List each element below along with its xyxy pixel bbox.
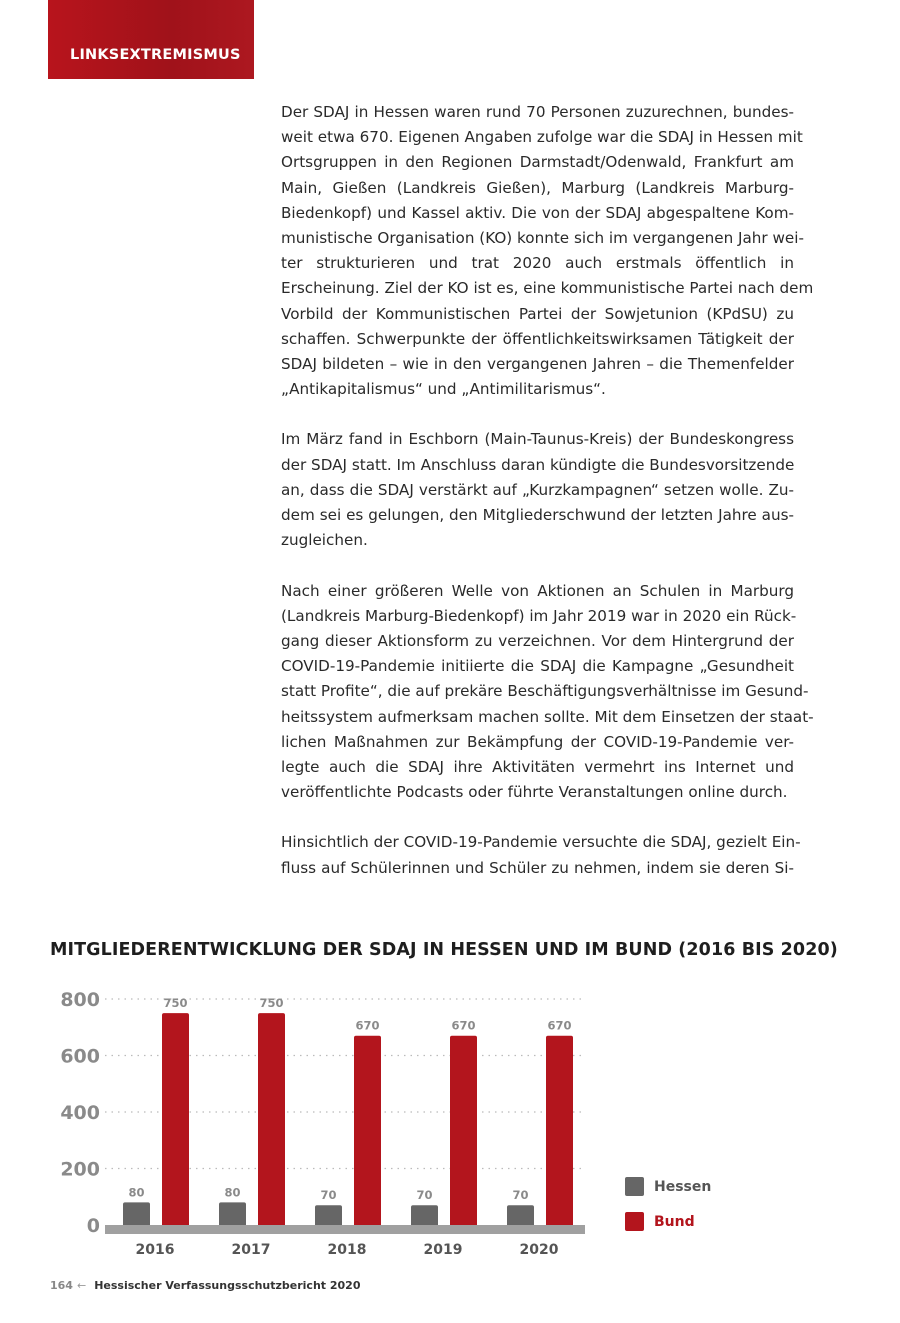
text-line: heitssystem aufmerksam machen sollte. Mi…	[281, 707, 814, 726]
text-line: weit etwa 670. Eigenen Angaben zufolge w…	[281, 128, 803, 147]
bar-bund	[162, 1013, 189, 1227]
x-axis-baseline	[105, 1225, 585, 1234]
bar-bund	[450, 1035, 477, 1227]
text-line: Ortsgruppen in den Regionen Darmstadt/Od…	[281, 153, 794, 172]
arrow-left-icon: ←	[76, 1279, 87, 1292]
y-tick-label: 600	[60, 1046, 100, 1068]
bar-hessen	[315, 1205, 342, 1227]
bar-hessen	[507, 1205, 534, 1227]
x-tick-label: 2020	[520, 1242, 559, 1258]
text-line: ter strukturieren und trat 2020 auch ers…	[281, 254, 794, 273]
text-line: statt Profite“, die auf prekäre Beschäft…	[281, 682, 809, 701]
data-label: 80	[128, 1185, 144, 1199]
report-title: Hessischer Verfassungsschutzbericht 2020	[94, 1279, 361, 1292]
y-tick-label: 200	[60, 1159, 100, 1181]
data-label: 70	[416, 1188, 432, 1202]
text-line: (Landkreis Marburg-Biedenkopf) im Jahr 2…	[281, 606, 797, 625]
text-line: lichen Maßnahmen zur Bekämpfung der COVI…	[281, 732, 794, 751]
bar-hessen	[123, 1202, 150, 1227]
data-label: 670	[451, 1019, 475, 1033]
x-tick-label: 2016	[136, 1242, 175, 1258]
text-line: gang dieser Aktionsform zu verzeichnen. …	[281, 631, 794, 650]
text-line: legte auch die SDAJ ihre Aktivitäten ver…	[281, 757, 794, 776]
x-tick-label: 2017	[232, 1242, 271, 1258]
bar-bund	[354, 1035, 381, 1227]
text-line: Erscheinung. Ziel der KO ist es, eine ko…	[281, 279, 814, 298]
text-line: Vorbild der Kommunistischen Partei der S…	[281, 304, 794, 323]
y-tick-label: 400	[60, 1102, 100, 1124]
x-tick-label: 2018	[328, 1242, 367, 1258]
y-tick-label: 800	[60, 989, 100, 1011]
data-label: 750	[163, 996, 187, 1010]
chart-title: MITGLIEDERENTWICKLUNG DER SDAJ IN HESSEN…	[50, 940, 838, 960]
footer: 164 ← Hessischer Verfassungsschutzbericht …	[50, 1279, 361, 1292]
text-line: dem sei es gelungen, den Mitgliederschwu…	[281, 506, 794, 524]
text-line: fluss auf Schülerinnen und Schüler zu ne…	[281, 858, 794, 877]
text-line: Biedenkopf) und Kassel aktiv. Die von de…	[281, 203, 794, 222]
data-label: 670	[547, 1019, 571, 1033]
text-line: schaffen. Schwerpunkte der öffentlichkei…	[281, 329, 794, 348]
text-line: COVID-19-Pandemie initiierte die SDAJ di…	[281, 657, 794, 676]
bar-bund	[546, 1035, 573, 1227]
paragraph: Hinsichtlich der COVID-19-Pandemie versu…	[281, 830, 801, 880]
text-line: an, dass die SDAJ verstärkt auf „Kurzkam…	[281, 480, 794, 499]
section-title: LINKSEXTREMISMUS	[70, 47, 241, 63]
data-label: 80	[224, 1185, 240, 1199]
text-line: Main, Gießen (Landkreis Gießen), Marburg…	[281, 178, 794, 197]
data-label: 670	[355, 1019, 379, 1033]
text-line: Im März fand in Eschborn (Main-Taunus-Kr…	[281, 430, 794, 449]
data-label: 70	[320, 1188, 336, 1202]
text-line: munistische Organisation (KO) konnte sic…	[281, 228, 804, 247]
text-line: Nach einer größeren Welle von Aktionen a…	[281, 581, 794, 600]
bar-bund	[258, 1013, 285, 1227]
bar-hessen	[411, 1205, 438, 1227]
paragraph: Der SDAJ in Hessen waren rund 70 Persone…	[281, 100, 814, 402]
text-line: Der SDAJ in Hessen waren rund 70 Persone…	[281, 103, 794, 121]
data-label: 750	[259, 996, 283, 1010]
legend-swatch-hessen	[625, 1177, 644, 1196]
data-label: 70	[512, 1188, 528, 1202]
y-tick-label: 0	[87, 1215, 100, 1237]
legend-swatch-bund	[625, 1212, 644, 1231]
section-banner: LINKSEXTREMISMUS	[48, 0, 254, 79]
paragraph: Im März fand in Eschborn (Main-Taunus-Kr…	[281, 427, 794, 553]
text-line: „Antikapitalismus“ und „Antimilitarismus…	[281, 380, 606, 399]
legend-label: Bund	[654, 1214, 695, 1230]
text-line: veröffentlichte Podcasts oder führte Ver…	[281, 783, 788, 802]
body-text: Der SDAJ in Hessen waren rund 70 Persone…	[281, 100, 814, 906]
x-tick-label: 2019	[424, 1242, 463, 1258]
paragraph: Nach einer größeren Welle von Aktionen a…	[281, 579, 814, 806]
bar-hessen	[219, 1202, 246, 1227]
page-number: 164	[50, 1279, 73, 1292]
text-line: Hinsichtlich der COVID-19-Pandemie versu…	[281, 833, 801, 852]
text-line: zugleichen.	[281, 531, 368, 550]
text-line: SDAJ bildeten – wie in den vergangenen J…	[281, 354, 794, 373]
text-line: der SDAJ statt. Im Anschluss daran kündi…	[281, 455, 795, 474]
legend-label: Hessen	[654, 1179, 711, 1195]
